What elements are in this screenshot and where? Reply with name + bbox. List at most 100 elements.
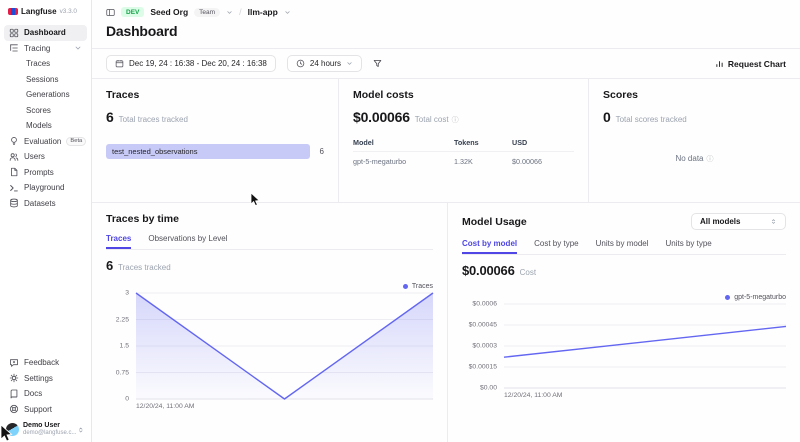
sidebar-toggle-icon[interactable] bbox=[106, 8, 115, 17]
breadcrumb-separator: / bbox=[239, 7, 242, 17]
project-switcher[interactable]: llm-app bbox=[247, 7, 278, 17]
col-model: Model bbox=[353, 138, 374, 147]
tab-cost-by-type[interactable]: Cost by type bbox=[534, 239, 579, 248]
date-range-picker[interactable]: Dec 19, 24 : 16:38 - Dec 20, 24 : 16:38 bbox=[106, 55, 276, 72]
sidebar-item-label: Prompts bbox=[24, 167, 54, 177]
total-cost-caption: Total cost bbox=[414, 115, 449, 124]
trace-name-row[interactable]: test_nested_observations 6 bbox=[106, 144, 324, 159]
scores-total-value: 0 bbox=[603, 109, 611, 125]
y-tick-label: $0.00045 bbox=[468, 321, 497, 329]
main-content: DEV Seed Org Team / llm-app Dashboard De… bbox=[92, 0, 800, 442]
sidebar-item-dashboard[interactable]: Dashboard bbox=[4, 25, 87, 41]
sidebar-item-label: Datasets bbox=[24, 198, 56, 208]
model-costs-table: Model Tokens USD gpt-5-megaturbo 1.32K $… bbox=[353, 138, 574, 171]
y-axis: $0.00 $0.00015 $0.0003 $0.00045 $0.0006 bbox=[462, 301, 504, 392]
model-usage-chart: $0.00 $0.00015 $0.0003 $0.00045 $0.0006 12/2… bbox=[462, 301, 786, 399]
sidebar-item-label: Traces bbox=[26, 59, 51, 69]
sidebar-item-label: Support bbox=[24, 404, 53, 414]
filter-funnel-icon[interactable] bbox=[373, 59, 382, 68]
chart-legend: Traces bbox=[106, 283, 433, 290]
legend-label: Traces bbox=[411, 283, 433, 290]
col-usd: USD bbox=[512, 138, 528, 147]
y-tick-label: $0.0003 bbox=[472, 342, 497, 350]
traces-total-value: 6 bbox=[106, 109, 114, 125]
calendar-icon bbox=[115, 59, 124, 68]
book-icon bbox=[9, 389, 19, 399]
chevron-down-icon[interactable] bbox=[226, 9, 233, 16]
interval-select[interactable]: 24 hours bbox=[286, 55, 363, 72]
sidebar-item-datasets[interactable]: Datasets bbox=[4, 196, 87, 212]
beta-badge: Beta bbox=[66, 136, 87, 146]
sidebar: Langfuse v3.3.0 Dashboard Tracing Traces… bbox=[0, 0, 92, 442]
y-tick-label: 1.5 bbox=[119, 342, 129, 350]
legend-label: gpt-5-megaturbo bbox=[734, 294, 786, 301]
sidebar-item-playground[interactable]: Playground bbox=[4, 180, 87, 196]
sidebar-item-feedback[interactable]: Feedback bbox=[4, 355, 87, 371]
app-logo[interactable]: Langfuse v3.3.0 bbox=[0, 7, 91, 16]
chevrons-up-down-icon bbox=[770, 218, 777, 225]
section-title: Traces by time bbox=[106, 213, 179, 225]
sidebar-item-settings[interactable]: Settings bbox=[4, 371, 87, 387]
model-select[interactable]: All models bbox=[691, 213, 786, 230]
sidebar-item-docs[interactable]: Docs bbox=[4, 386, 87, 402]
database-icon bbox=[9, 198, 19, 208]
request-chart-button[interactable]: Request Chart bbox=[715, 59, 786, 69]
sidebar-item-prompts[interactable]: Prompts bbox=[4, 165, 87, 181]
y-axis: 0 0.75 1.5 2.25 3 bbox=[106, 290, 136, 403]
sidebar-item-scores[interactable]: Scores bbox=[4, 103, 87, 119]
y-tick-label: 0.75 bbox=[115, 369, 129, 376]
org-switcher[interactable]: Seed Org bbox=[150, 7, 189, 17]
chevrons-up-down-icon bbox=[77, 426, 85, 434]
y-tick-label: 2.25 bbox=[115, 316, 129, 323]
model-costs-card: Model costs $0.00066 Total cost ⓘ Model T… bbox=[338, 79, 588, 202]
chart-sections: Traces by time Traces Observations by Le… bbox=[92, 202, 800, 442]
sidebar-item-tracing[interactable]: Tracing bbox=[4, 41, 87, 57]
request-chart-label: Request Chart bbox=[727, 58, 786, 69]
sidebar-item-users[interactable]: Users bbox=[4, 149, 87, 165]
chevron-down-icon[interactable] bbox=[284, 9, 291, 16]
model-usage-tabs: Cost by model Cost by type Units by mode… bbox=[462, 239, 786, 255]
langfuse-logo-icon bbox=[8, 8, 18, 15]
chevron-down-icon bbox=[346, 60, 353, 67]
chart-plot-area[interactable]: 12/20/24, 11:00 AM bbox=[136, 293, 433, 410]
org-role-badge: Team bbox=[194, 7, 221, 17]
users-icon bbox=[9, 152, 19, 162]
sidebar-item-generations[interactable]: Generations bbox=[4, 87, 87, 103]
traces-by-time-tabs: Traces Observations by Level bbox=[106, 234, 433, 250]
sidebar-item-label: Docs bbox=[24, 389, 43, 399]
tab-units-by-model[interactable]: Units by model bbox=[595, 239, 649, 248]
tab-traces[interactable]: Traces bbox=[106, 234, 132, 249]
sidebar-item-label: Users bbox=[24, 152, 45, 162]
traces-tracked-caption: Traces tracked bbox=[118, 263, 171, 272]
sidebar-item-evaluation[interactable]: Evaluation Beta bbox=[4, 134, 87, 150]
legend-dot bbox=[402, 284, 408, 289]
bar-chart-icon bbox=[715, 59, 724, 68]
chevron-down-icon bbox=[74, 44, 82, 52]
chart-plot-area[interactable]: 12/20/24, 11:00 AM bbox=[504, 304, 786, 399]
info-icon: ⓘ bbox=[706, 155, 714, 163]
x-axis-label: 12/20/24, 11:00 AM bbox=[136, 403, 195, 410]
terminal-icon bbox=[9, 183, 19, 193]
sidebar-item-support[interactable]: Support bbox=[4, 402, 87, 418]
lightbulb-icon bbox=[9, 136, 19, 146]
sidebar-item-label: Tracing bbox=[24, 43, 51, 53]
user-menu[interactable]: Demo User demo@langfuse.c... bbox=[0, 417, 91, 437]
avatar bbox=[6, 423, 19, 437]
sidebar-item-label: Dashboard bbox=[24, 28, 66, 38]
app-name: Langfuse bbox=[21, 7, 57, 16]
sidebar-item-models[interactable]: Models bbox=[4, 118, 87, 134]
card-title: Model costs bbox=[353, 89, 414, 101]
y-tick-label: 0 bbox=[125, 395, 129, 403]
sidebar-item-label: Models bbox=[26, 121, 52, 131]
sidebar-item-sessions[interactable]: Sessions bbox=[4, 72, 87, 88]
tab-cost-by-model[interactable]: Cost by model bbox=[462, 239, 518, 254]
tab-units-by-type[interactable]: Units by type bbox=[665, 239, 712, 248]
tab-observations-by-level[interactable]: Observations by Level bbox=[148, 234, 228, 243]
y-tick-label: $0.00 bbox=[479, 384, 497, 392]
card-title: Scores bbox=[603, 89, 639, 101]
x-axis-label: 12/20/24, 11:00 AM bbox=[504, 392, 563, 399]
trace-name-bar[interactable]: test_nested_observations bbox=[106, 144, 310, 159]
y-tick-label: $0.00015 bbox=[468, 363, 497, 371]
sidebar-item-traces[interactable]: Traces bbox=[4, 56, 87, 72]
clock-icon bbox=[296, 59, 305, 68]
